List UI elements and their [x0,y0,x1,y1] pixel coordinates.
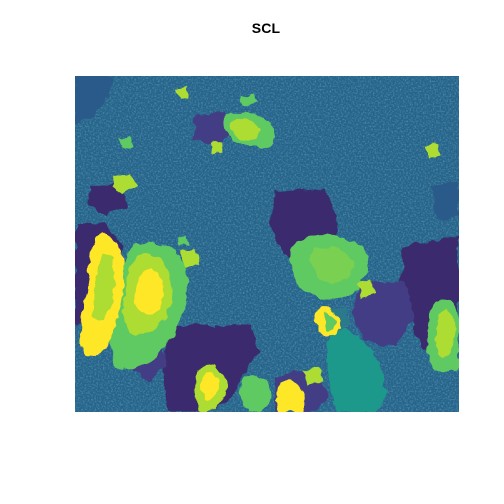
scl-raster-image [75,76,459,412]
plot-title: SCL [251,20,281,36]
green-regions [80,86,459,412]
